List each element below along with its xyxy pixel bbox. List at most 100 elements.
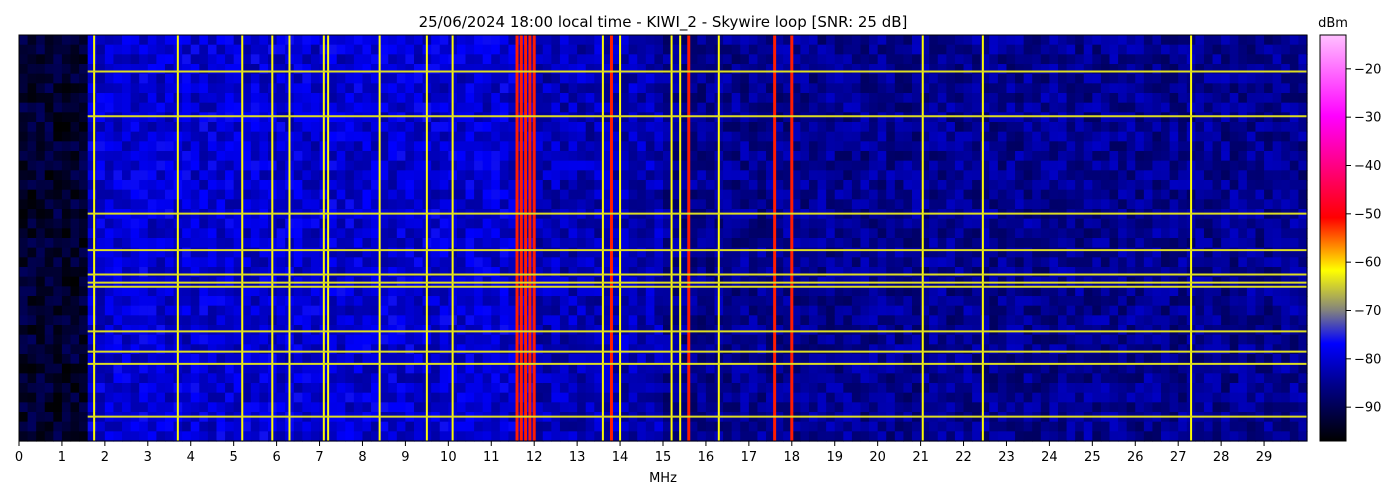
heatmap-cell: [628, 54, 638, 65]
heatmap-cell: [637, 64, 647, 75]
heatmap-cell: [53, 141, 63, 152]
heatmap-cell: [645, 44, 656, 55]
heatmap-cell: [637, 170, 647, 181]
heatmap-cell: [79, 373, 89, 384]
heatmap-cell: [147, 44, 157, 55]
heatmap-cell: [53, 73, 63, 84]
heatmap-cell: [122, 189, 132, 200]
heatmap-cell: [783, 334, 793, 345]
heatmap-cell: [602, 180, 613, 191]
heatmap-cell: [371, 83, 381, 94]
heatmap-cell: [36, 131, 46, 142]
heatmap-cell: [826, 286, 836, 297]
heatmap-cell: [242, 189, 252, 200]
heatmap-cell: [474, 131, 484, 142]
heatmap-cell: [302, 199, 312, 210]
heatmap-cell: [568, 218, 578, 229]
heatmap-cell: [1032, 383, 1042, 394]
heatmap-cell: [594, 247, 604, 258]
heatmap-cell: [225, 344, 235, 355]
heatmap-cell: [559, 35, 570, 46]
heatmap-cell: [27, 267, 37, 278]
heatmap-cell: [757, 44, 767, 55]
heatmap-cell: [456, 180, 467, 191]
heatmap-cell: [182, 199, 192, 210]
heatmap-cell: [259, 315, 269, 326]
heatmap-cell: [362, 296, 372, 307]
heatmap-cell: [954, 112, 965, 123]
heatmap-cell: [104, 102, 115, 113]
heatmap-cell: [182, 44, 192, 55]
heatmap-cell: [594, 334, 604, 345]
heatmap-cell: [585, 267, 595, 278]
heatmap-cell: [328, 325, 338, 336]
heatmap-cell: [396, 421, 406, 432]
heatmap-cell: [577, 141, 587, 152]
heatmap-cell: [302, 93, 312, 104]
heatmap-cell: [869, 344, 879, 355]
heatmap-cell: [774, 93, 784, 104]
heatmap-cell: [740, 325, 750, 336]
heatmap-cell: [688, 296, 698, 307]
heatmap-cell: [199, 305, 209, 316]
heatmap-cell: [594, 122, 604, 133]
heatmap-cell: [869, 228, 879, 239]
heatmap-cell: [1023, 218, 1033, 229]
heatmap-cell: [980, 112, 990, 123]
heatmap-cell: [147, 344, 157, 355]
heatmap-cell: [362, 247, 372, 258]
heatmap-cell: [207, 296, 218, 307]
heatmap-cell: [551, 131, 561, 142]
heatmap-cell: [388, 305, 398, 316]
heatmap-cell: [869, 392, 879, 403]
heatmap-cell: [645, 112, 656, 123]
heatmap-cell: [499, 112, 510, 123]
heatmap-cell: [104, 373, 115, 384]
heatmap-cell: [225, 151, 235, 162]
heatmap-cell: [1023, 421, 1033, 432]
heatmap-cell: [250, 228, 261, 239]
heatmap-cell: [937, 286, 947, 297]
heatmap-cell: [628, 131, 638, 142]
heatmap-cell: [800, 373, 810, 384]
heatmap-cell: [989, 189, 999, 200]
heatmap-cell: [594, 44, 604, 55]
heatmap-cell: [791, 93, 801, 104]
heatmap-cell: [645, 402, 656, 413]
heatmap-cell: [499, 218, 510, 229]
heatmap-cell: [164, 122, 175, 133]
heatmap-cell: [946, 131, 956, 142]
heatmap-cell: [1006, 354, 1016, 365]
heatmap-cell: [997, 54, 1008, 65]
heatmap-cell: [328, 83, 338, 94]
heatmap-cell: [61, 402, 72, 413]
heatmap-cell: [903, 73, 913, 84]
heatmap-cell: [53, 354, 63, 365]
heatmap-cell: [44, 305, 54, 316]
heatmap-cell: [353, 73, 364, 84]
heatmap-cell: [259, 267, 269, 278]
heatmap-cell: [594, 344, 604, 355]
heatmap-cell: [216, 305, 226, 316]
heatmap-cell: [405, 141, 415, 152]
heatmap-cell: [671, 44, 681, 55]
heatmap-cell: [87, 383, 97, 394]
heatmap-cell: [207, 267, 218, 278]
heatmap-cell: [894, 189, 905, 200]
heatmap-cell: [87, 112, 97, 123]
heatmap-cell: [723, 199, 733, 210]
heatmap-cell: [36, 412, 46, 423]
heatmap-cell: [44, 421, 54, 432]
heatmap-cell: [654, 228, 664, 239]
heatmap-cell: [310, 102, 321, 113]
heatmap-cell: [534, 286, 544, 297]
heatmap-cell: [259, 83, 269, 94]
heatmap-cell: [663, 35, 673, 46]
heatmap-cell: [113, 54, 123, 65]
heatmap-cell: [216, 218, 226, 229]
heatmap-cell: [130, 402, 140, 413]
heatmap-cell: [53, 334, 63, 345]
heatmap-cell: [534, 238, 544, 249]
heatmap-cell: [259, 344, 269, 355]
heatmap-cell: [36, 334, 46, 345]
